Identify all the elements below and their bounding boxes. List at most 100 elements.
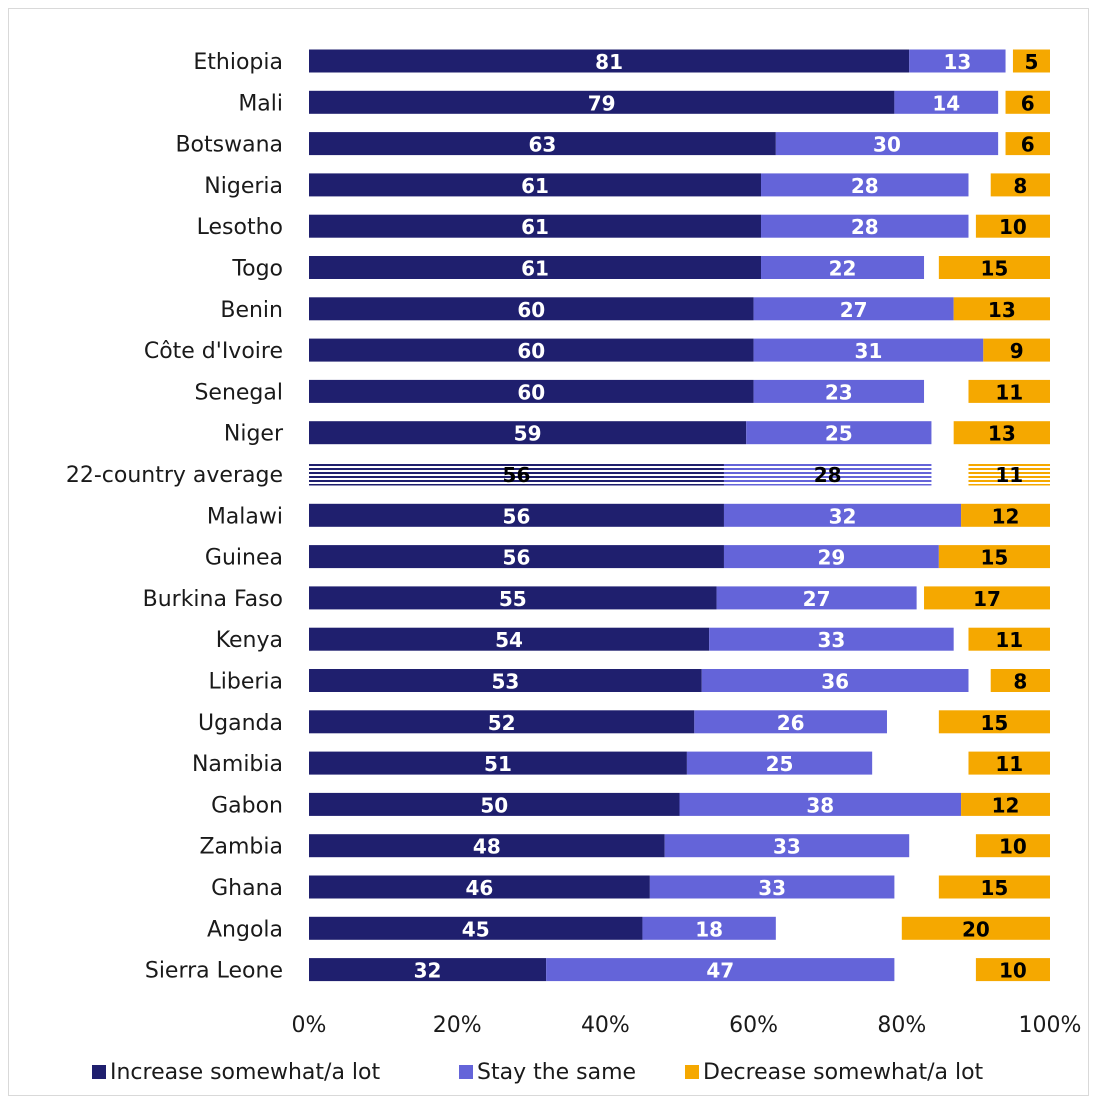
data-label: 13 [943,50,971,74]
data-label: 11 [995,463,1023,487]
legend-swatch [459,1065,473,1079]
bar-stay-same [642,916,776,940]
category-label: Uganda [198,711,283,736]
bar-decrease [938,710,1050,734]
data-label: 60 [517,339,545,363]
data-label: 25 [825,422,853,446]
bar-stay-same [716,586,917,610]
bar-stay-same [701,669,969,692]
legend-label: Increase somewhat/a lot [110,1060,380,1085]
bar-stay-same [753,338,984,362]
bar-increase [309,214,762,238]
data-label: 36 [821,670,849,694]
data-label: 79 [588,91,616,115]
bar-increase [309,256,762,279]
data-label: 55 [499,587,527,611]
data-label: 33 [773,835,801,859]
data-label: 28 [851,174,879,198]
bar-increase [309,627,710,651]
data-label: 50 [480,793,508,817]
data-label: 20 [962,917,990,941]
bar-decrease [968,462,1050,486]
legend-swatch [685,1065,699,1079]
data-label: 61 [521,257,549,281]
category-label: Lesotho [197,215,283,240]
bar-decrease [1005,90,1050,114]
bar-decrease [975,834,1050,858]
bar-decrease [990,669,1050,692]
bar-stay-same [761,173,969,197]
bar-stay-same [679,792,962,816]
data-label: 54 [495,628,523,652]
data-label: 14 [932,91,960,115]
data-label: 46 [466,876,494,900]
x-tick-label: 100% [1019,1013,1082,1038]
legend-swatch [92,1065,106,1079]
data-label: 60 [517,298,545,322]
category-labels: Ethiopia Mali Botswana Nigeria Lesotho Togo Be… [66,50,284,984]
bar-stay-same [753,379,925,403]
data-label: 38 [806,793,834,817]
data-label: 61 [521,174,549,198]
data-label: 81 [595,50,623,74]
data-label: 52 [488,711,516,735]
bar-decrease [975,958,1050,982]
bar-increase [309,338,754,362]
category-label: Senegal [194,380,283,405]
data-label: 12 [992,504,1020,528]
bar-decrease [901,916,1050,940]
bar-decrease [938,545,1050,569]
category-label: Niger [224,422,284,447]
bar-decrease [938,256,1050,279]
category-label: Angola [207,917,283,942]
bar-stay-same [723,462,932,486]
bar-decrease [968,751,1050,775]
data-label: 6 [1021,91,1035,115]
bar-stay-same [686,751,873,775]
data-label: 10 [999,215,1027,239]
data-label: 23 [825,380,853,404]
bar-stay-same [723,545,939,569]
category-label: Zambia [199,835,283,860]
bar-decrease [990,173,1050,197]
data-label: 5 [1025,50,1039,74]
data-label: 8 [1013,670,1027,694]
bar-increase [309,958,547,982]
bar-stay-same [694,710,887,734]
bar-stay-same [546,958,895,982]
data-label: 17 [973,587,1001,611]
bar-stay-same [709,627,954,651]
data-label: 28 [851,215,879,239]
category-label: Mali [238,91,283,116]
bar-stay-same [753,297,954,321]
bar-increase [309,875,650,899]
data-label: 61 [521,215,549,239]
data-label: 45 [462,917,490,941]
category-label: Ethiopia [193,50,283,75]
category-label: Botswana [175,133,283,158]
category-label: Benin [220,298,283,323]
category-label: Guinea [205,546,283,571]
bar-increase [309,669,702,692]
bar-stay-same [775,132,999,156]
category-label: Malawi [207,504,283,529]
data-label: 18 [695,917,723,941]
category-label: Togo [231,257,283,282]
data-label: 22 [829,257,857,281]
legend: Increase somewhat/a lot Stay the same Decr… [92,1060,984,1085]
data-label: 56 [503,504,531,528]
bar-decrease [1012,49,1050,73]
x-tick-label: 40% [581,1013,630,1038]
data-label: 12 [992,793,1020,817]
data-label: 15 [981,876,1009,900]
data-label: 47 [706,959,734,983]
x-tick-label: 0% [292,1013,327,1038]
bar-increase [309,792,680,816]
data-label: 13 [988,422,1016,446]
data-label: 15 [981,257,1009,281]
x-axis-ticks: 0% 20% 40% 60% 80% 100% [292,1013,1082,1038]
bar-increase [309,90,895,114]
data-label: 11 [995,628,1023,652]
bar-stay-same [664,834,910,858]
